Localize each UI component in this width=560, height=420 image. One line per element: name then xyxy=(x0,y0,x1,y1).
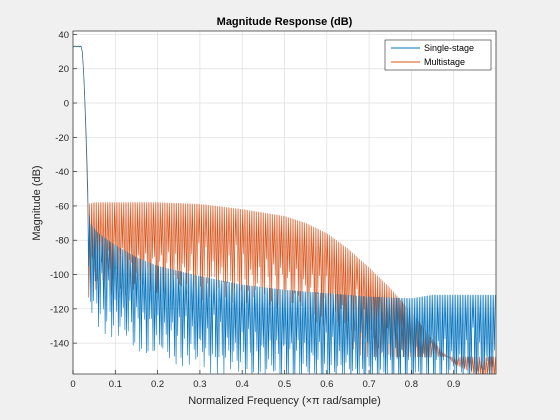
legend-label-multistage: Multistage xyxy=(424,57,465,67)
x-tick-label: 0.8 xyxy=(405,379,418,390)
y-tick-label: 40 xyxy=(58,30,69,41)
x-tick-label: 0.5 xyxy=(278,379,291,390)
chart-title: Magnitude Response (dB) xyxy=(217,16,353,28)
y-tick-label: -60 xyxy=(55,201,69,212)
x-tick-label: 0.6 xyxy=(320,379,333,390)
y-tick-label: -20 xyxy=(55,133,69,144)
y-axis-label: Magnitude (dB) xyxy=(31,165,43,240)
legend: Single-stage Multistage xyxy=(384,39,492,71)
series-line-single-stage xyxy=(73,45,496,374)
series-line-multistage xyxy=(73,46,496,374)
legend-box xyxy=(384,39,492,71)
y-tick-label: -120 xyxy=(50,304,69,315)
y-tick-label: -100 xyxy=(50,270,69,281)
x-tick-label: 0.2 xyxy=(151,379,164,390)
x-tick-label: 0.9 xyxy=(447,379,460,390)
y-tick-label: 20 xyxy=(58,64,69,75)
y-tick-label: 0 xyxy=(64,99,69,110)
axis-ticks: 0 0.1 0.2 0.3 0.4 0.5 0.6 0.7 0.8 0.9 -140 -120 -100… xyxy=(50,30,460,390)
x-tick-label: 0 xyxy=(70,379,75,390)
legend-label-single-stage: Single-stage xyxy=(424,43,474,53)
x-tick-label: 0.4 xyxy=(236,379,249,390)
x-axis-label: Normalized Frequency (×π rad/sample) xyxy=(188,395,381,407)
x-tick-label: 0.3 xyxy=(193,379,206,390)
y-tick-label: -80 xyxy=(55,236,69,247)
x-tick-label: 0.1 xyxy=(109,379,122,390)
x-tick-label: 0.7 xyxy=(362,379,375,390)
y-tick-label: -140 xyxy=(50,339,69,350)
y-tick-label: -40 xyxy=(55,167,69,178)
series-layer xyxy=(73,45,496,374)
